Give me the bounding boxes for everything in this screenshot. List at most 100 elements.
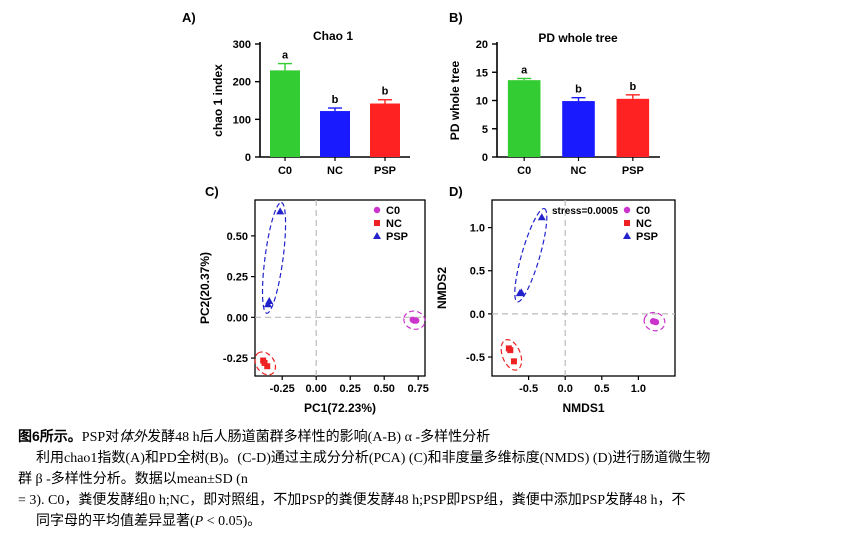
significance-letter-A-C0: a [282, 50, 289, 62]
y-tick-label-B: 10 [476, 96, 488, 108]
bar-B-PSP [616, 98, 650, 157]
chart-title-B: PD whole tree [538, 31, 618, 45]
panel-label-D: D) [449, 184, 463, 199]
legend-marker-C-PSP [373, 232, 381, 239]
x-tick-label-A-PSP: PSP [374, 165, 396, 177]
plot-frame-C [254, 199, 426, 377]
significance-letter-A-NC: b [332, 94, 339, 106]
x-tick-label-B-NC: NC [571, 165, 587, 177]
data-point-D-C0 [652, 318, 660, 326]
y-axis-label-A: chao 1 index [211, 64, 225, 137]
legend-label-C-C0: C0 [386, 205, 400, 217]
y-tick-label-A: 300 [233, 39, 251, 51]
legend-label-D-PSP: PSP [636, 231, 658, 243]
panel-label-A: A) [182, 10, 196, 25]
chart-title-A: Chao 1 [313, 29, 353, 43]
x-tick-label-D: 0.5 [594, 383, 609, 395]
confidence-ellipse-C-C0 [403, 310, 426, 330]
legend-marker-D-C0 [623, 206, 631, 214]
y-tick-label-C: 0.00 [227, 312, 248, 324]
caption-italic: 体外 [119, 430, 148, 445]
caption-line-1: 图6所示。PSP对体外发酵48 h后人肠道菌群多样性的影响(A-B) α -多样… [18, 426, 853, 448]
bar-B-NC [562, 101, 595, 157]
x-tick-label-B-PSP: PSP [622, 165, 644, 177]
legend-label-C-NC: NC [386, 218, 402, 230]
data-point-D-PSP [537, 213, 546, 221]
y-tick-label-B: 5 [482, 124, 488, 136]
caption-italic: P [194, 514, 204, 529]
caption-text: PSP对 [81, 430, 120, 445]
legend-marker-C-C0 [373, 206, 381, 214]
legend-label-C-PSP: PSP [386, 231, 408, 243]
legend-label-D-NC: NC [636, 218, 652, 230]
y-axis-label-C: PC2(20.37%) [198, 252, 212, 324]
significance-letter-A-PSP: b [382, 86, 389, 98]
caption-line-5: 同字母的平均值差异显著(P < 0.05)。 [18, 511, 853, 532]
data-point-C-PSP [263, 300, 272, 308]
caption-text: < 0.05)。 [203, 514, 262, 529]
y-tick-label-B: 20 [476, 39, 488, 51]
bar-A-NC [320, 111, 350, 157]
significance-letter-B-NC: b [575, 84, 582, 96]
data-point-C-C0 [412, 317, 420, 324]
bar-A-C0 [270, 70, 300, 157]
data-point-C-NC [264, 363, 271, 370]
confidence-ellipse-C-PSP [261, 201, 287, 314]
data-point-C-NC [261, 359, 268, 366]
y-tick-label-A: 200 [233, 77, 251, 89]
caption-label: 图6所示。 [18, 428, 82, 444]
significance-letter-B-PSP: b [629, 81, 636, 93]
caption-text: 同字母的平均值差异显著( [36, 514, 195, 529]
x-axis-label-C: PC1(72.23%) [304, 401, 376, 415]
caption-line-3: 群 β -多样性分析。数据以mean±SD (n [18, 472, 248, 487]
y-tick-label-C: 0.25 [227, 272, 248, 284]
x-tick-label-D: 1.0 [631, 383, 646, 395]
x-axis-label-D: NMDS1 [562, 401, 604, 415]
x-tick-label-C: 0.50 [373, 383, 394, 395]
bar-B-C0 [507, 80, 541, 157]
y-axis-label-D: NMDS2 [435, 267, 449, 309]
y-tick-label-D: 0.5 [470, 266, 485, 278]
confidence-ellipse-C-NC [254, 351, 277, 376]
bar-A-PSP [370, 103, 400, 157]
confidence-ellipse-D-NC [500, 339, 523, 371]
y-tick-label-A: 0 [245, 152, 251, 164]
panel-label-B: B) [449, 10, 463, 25]
x-tick-label-A-C0: C0 [278, 165, 292, 177]
y-tick-label-C: 0.50 [227, 231, 248, 243]
data-point-D-NC [510, 358, 517, 365]
panel-label-C: C) [205, 184, 219, 199]
figure-caption: 图6所示。PSP对体外发酵48 h后人肠道菌群多样性的影响(A-B) α -多样… [18, 426, 853, 532]
x-tick-label-A-NC: NC [327, 165, 343, 177]
x-tick-label-C: 0.75 [407, 383, 428, 395]
x-tick-label-D: -0.5 [519, 383, 538, 395]
y-tick-label-D: -0.5 [466, 352, 485, 364]
caption-line-2: 利用chao1指数(A)和PD全树(B)。(C-D)通过主成分分析(PCA) (… [36, 451, 711, 466]
caption-line-4: = 3). C0，粪便发酵组0 h;NC，即对照组，不加PSP的粪便发酵48 h… [18, 493, 686, 508]
y-tick-label-C: -0.25 [223, 353, 248, 365]
caption-text: 发酵48 h后人肠道菌群多样性的影响(A-B) α -多样性分析 [147, 430, 491, 445]
x-tick-label-B-C0: C0 [517, 165, 531, 177]
x-tick-label-C: 0.25 [339, 383, 360, 395]
data-point-C-PSP [276, 207, 285, 215]
y-tick-label-D: 1.0 [470, 223, 485, 235]
x-tick-label-C: -0.25 [270, 383, 295, 395]
significance-letter-B-C0: a [521, 64, 528, 76]
y-tick-label-D: 0.0 [470, 309, 485, 321]
legend-marker-C-NC [374, 220, 380, 226]
legend-marker-D-PSP [623, 232, 631, 239]
y-axis-label-B: PD whole tree [448, 61, 462, 141]
confidence-ellipse-D-C0 [643, 311, 666, 332]
data-point-D-PSP [515, 289, 524, 297]
x-tick-label-C: 0.00 [305, 383, 326, 395]
data-point-D-NC [507, 347, 514, 354]
y-tick-label-B: 15 [476, 67, 488, 79]
confidence-ellipse-D-PSP [514, 207, 548, 303]
x-tick-label-D: 0.0 [558, 383, 573, 395]
legend-label-D-C0: C0 [636, 205, 650, 217]
legend-marker-D-NC [624, 220, 630, 226]
y-tick-label-A: 100 [233, 114, 251, 126]
stress-annotation-D: stress=0.0005 [552, 206, 618, 217]
y-tick-label-B: 0 [482, 152, 488, 164]
